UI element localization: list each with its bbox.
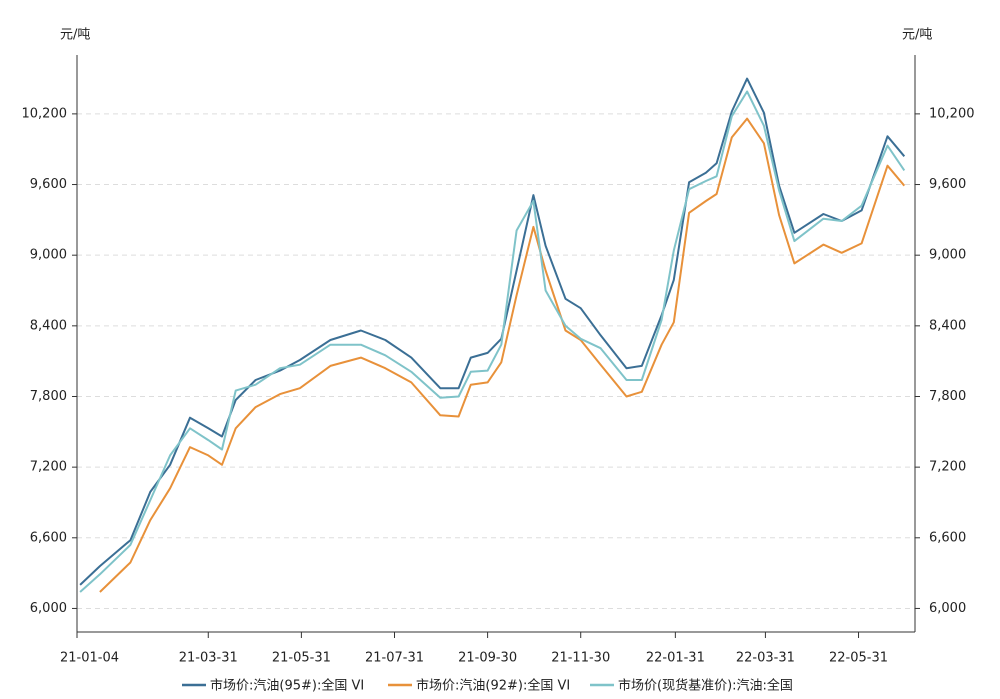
y-tick-label: 7,800 — [30, 389, 67, 404]
x-tick-label: 21-07-31 — [365, 651, 424, 666]
y2-unit: 元/吨 — [902, 28, 932, 43]
legend-label: 市场价:汽油(92#):全国 VI — [416, 678, 570, 694]
y2-tick-label: 7,200 — [929, 460, 966, 475]
series-line — [79, 90, 906, 593]
legend-label: 市场价:汽油(95#):全国 VI — [210, 678, 364, 694]
x-tick-label: 21-11-30 — [551, 651, 610, 666]
y2-tick-label: 8,400 — [929, 318, 966, 333]
y-tick-label: 9,000 — [30, 248, 67, 263]
x-tick-label: 22-01-31 — [646, 651, 705, 666]
y-tick-label: 10,200 — [22, 106, 68, 121]
y2-tick-label: 6,000 — [929, 601, 966, 616]
legend-label: 市场价(现货基准价):汽油:全国 — [618, 678, 793, 694]
y-unit: 元/吨 — [60, 28, 90, 43]
x-tick-label: 22-03-31 — [736, 651, 795, 666]
y-tick-label: 8,400 — [30, 318, 67, 333]
y2-tick-label: 10,200 — [929, 106, 975, 121]
y-tick-label: 6,000 — [30, 601, 67, 616]
x-tick-label: 21-09-30 — [458, 651, 517, 666]
y-tick-label: 9,600 — [30, 177, 67, 192]
y2-tick-label: 6,600 — [929, 530, 966, 545]
y2-tick-label: 9,600 — [929, 177, 966, 192]
y-tick-label: 6,600 — [30, 530, 67, 545]
y-tick-label: 7,200 — [30, 460, 67, 475]
series-line — [79, 77, 906, 586]
y2-tick-label: 9,000 — [929, 248, 966, 263]
x-tick-label: 21-03-31 — [179, 651, 238, 666]
series-line — [99, 117, 906, 593]
x-tick-label: 22-05-31 — [829, 651, 888, 666]
y2-tick-label: 7,800 — [929, 389, 966, 404]
x-tick-label: 21-05-31 — [272, 651, 331, 666]
x-tick-label: 21-01-04 — [60, 651, 119, 666]
